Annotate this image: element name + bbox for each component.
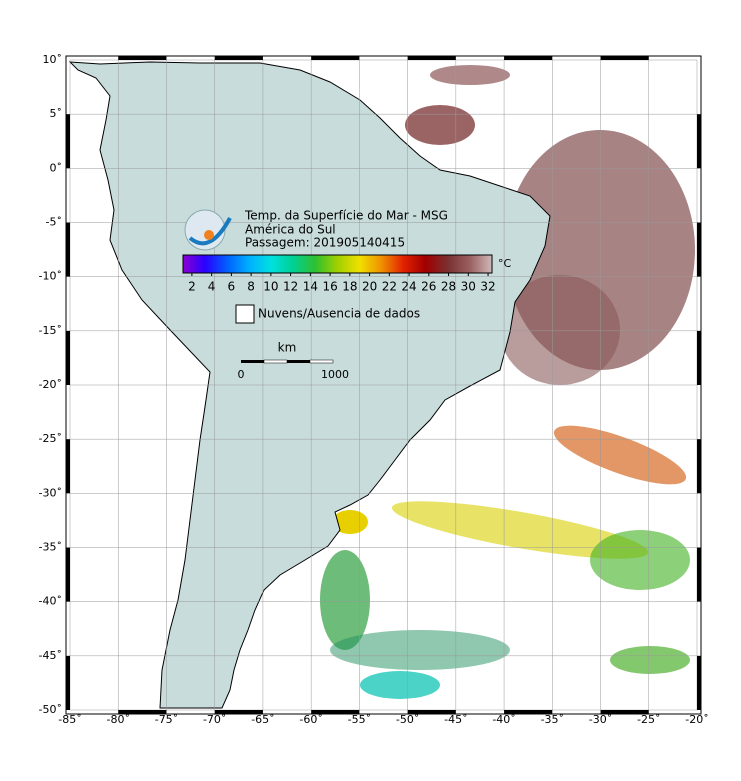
scale-bar [241,359,334,364]
frame-segment [697,547,701,602]
frame-segment [66,114,70,169]
title: Temp. da Superfície do Mar - MSG [244,209,448,223]
x-tick-label: -65˚ [251,713,274,726]
pass: Passagem: 201905140415 [245,236,405,250]
subtitle: América do Sul [245,223,336,237]
frame-segment [697,222,701,277]
y-tick-label: 0˚ [50,161,63,174]
scale-start: 0 [238,368,245,381]
x-tick-label: -85˚ [58,713,81,726]
colorbar-tick-label: 28 [441,280,456,294]
colorbar-tick-label: 14 [303,280,318,294]
y-tick-label: -25˚ [39,432,62,445]
y-tick-label: -35˚ [39,541,62,554]
x-tick-label: -60˚ [299,713,322,726]
frame-segment [504,710,553,714]
x-tick-label: -35˚ [541,713,564,726]
frame-segment [66,547,70,602]
x-tick-label: -75˚ [155,713,178,726]
logo [184,209,232,251]
legend-box [235,304,255,324]
y-tick-label: -10˚ [39,270,62,283]
colorbar: 2 4 6 8 10 12 14 16 18 20 22 24 26 28 30 32 [182,254,496,294]
colorbar-tick-label: 6 [228,280,236,294]
x-tick-label: -45˚ [444,713,467,726]
y-tick-label: -40˚ [39,595,62,608]
y-tick-label: 5˚ [50,107,63,120]
frame-segment [600,710,649,714]
colorbar-tick-label: 12 [283,280,298,294]
y-tick-label: -20˚ [39,378,62,391]
colorbar-fill [182,254,493,274]
legend-label: Nuvens/Ausencia de dados [258,307,420,321]
scale-unit: km [278,341,297,355]
colorbar-tick-label: 8 [247,280,255,294]
colorbar-tick-label: 10 [263,280,278,294]
colorbar-tick-label: 18 [342,280,357,294]
frame-segment [118,710,167,714]
frame-segment [697,439,701,494]
colorbar-tick-label: 24 [401,280,416,294]
colorbar-tick-label: 32 [480,280,495,294]
frame-segment [214,56,263,60]
x-tick-label: -30˚ [589,713,612,726]
frame-segment [66,439,70,494]
frame-segment [118,56,167,60]
frame-segment [214,710,263,714]
frame-segment [697,330,701,385]
frame [65,55,702,715]
colorbar-unit: °C [498,257,512,270]
frame-segment [66,330,70,385]
x-tick-label: -40˚ [492,713,515,726]
colorbar-tick-label: 30 [461,280,476,294]
y-tick-label: -5˚ [46,216,62,229]
frame-segment [407,710,456,714]
x-tick-label: -50˚ [396,713,419,726]
colorbar-tick-label: 2 [188,280,196,294]
frame-segment [504,56,553,60]
colorbar-tick-label: 20 [362,280,377,294]
x-tick-label: -70˚ [203,713,226,726]
y-tick-label: 10˚ [43,53,63,66]
frame-border [65,55,702,715]
y-tick-label: -30˚ [39,486,62,499]
colorbar-tick-label: 26 [421,280,436,294]
colorbar-tick-label: 4 [208,280,216,294]
frame-segment [407,56,456,60]
scale-end: 1000 [321,368,349,381]
colorbar-tick-label: 16 [322,280,337,294]
colorbar-tick-label: 22 [382,280,397,294]
frame-segment [311,710,360,714]
x-tick-label: -55˚ [348,713,371,726]
frame-segment [697,655,701,710]
frame-segment [311,56,360,60]
x-tick-label: -20˚ [685,713,708,726]
frame-segment [600,56,649,60]
frame-segment [697,114,701,169]
frame-segment [66,655,70,710]
y-tick-label: -50˚ [39,703,62,716]
frame-segment [66,222,70,277]
x-tick-label: -25˚ [637,713,660,726]
x-tick-label: -80˚ [106,713,129,726]
y-tick-label: -15˚ [39,324,62,337]
y-tick-label: -45˚ [39,649,62,662]
